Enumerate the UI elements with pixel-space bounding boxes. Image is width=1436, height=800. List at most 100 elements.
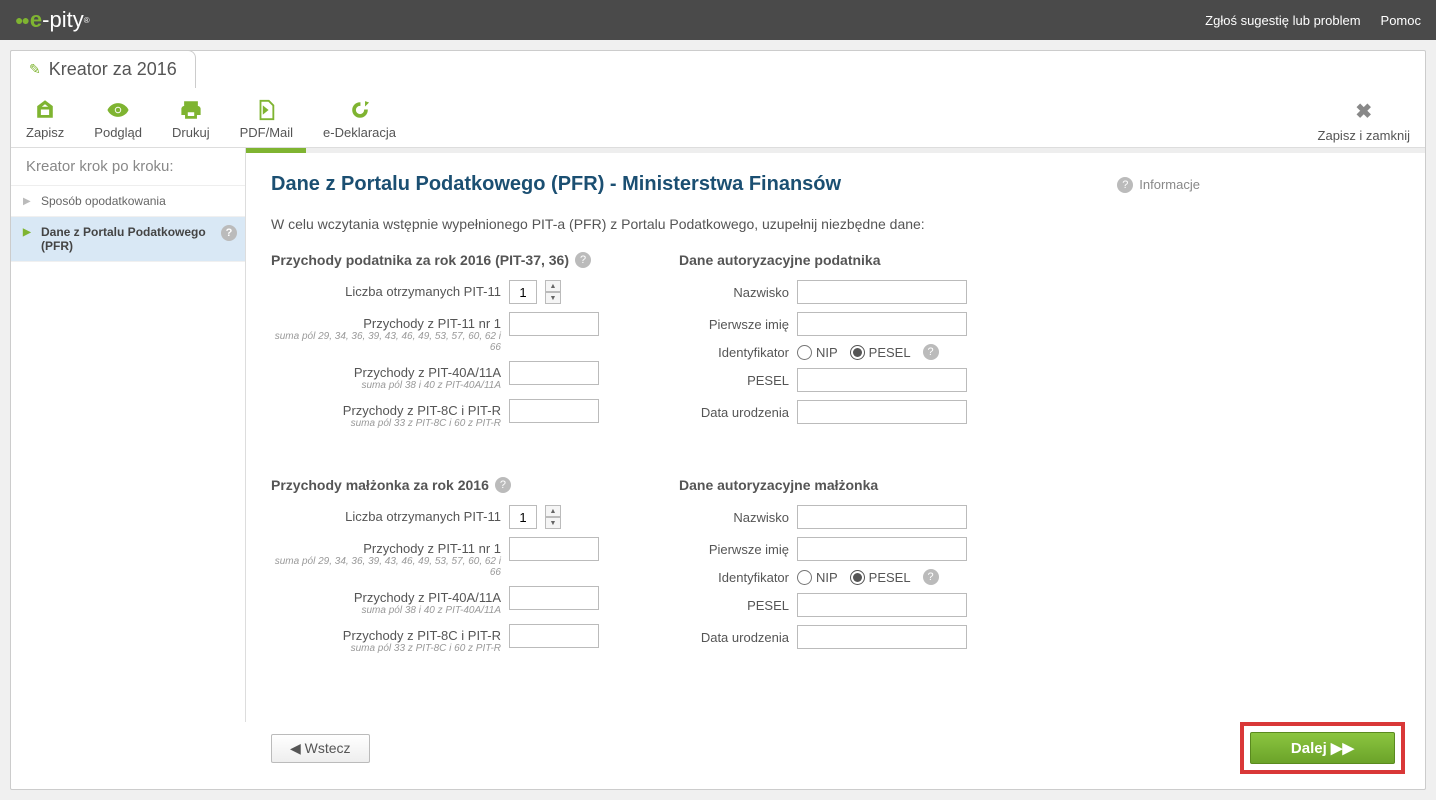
pesel-input-spouse[interactable] xyxy=(797,593,967,617)
back-button[interactable]: ◀ Wstecz xyxy=(271,734,370,763)
nip-radio-label[interactable]: NIP xyxy=(797,345,838,360)
info-label: Informacje xyxy=(1139,177,1200,192)
pit11-count-input[interactable] xyxy=(509,280,537,304)
logo-pity: -pity xyxy=(42,7,84,33)
surname-label: Nazwisko xyxy=(679,285,789,300)
edecl-label: e-Deklaracja xyxy=(323,125,396,140)
pit11-1-hint: suma pól 29, 34, 36, 39, 43, 46, 49, 53,… xyxy=(271,556,501,578)
firstname-label: Pierwsze imię xyxy=(679,317,789,332)
save-close-button[interactable]: ✖ Zapisz i zamknij xyxy=(1318,99,1410,143)
nip-radio-label[interactable]: NIP xyxy=(797,570,838,585)
sidebar-title: Kreator krok po kroku: xyxy=(11,148,245,186)
chevron-right-icon: ▶ xyxy=(23,227,31,238)
pesel-input[interactable] xyxy=(797,368,967,392)
save-close-label: Zapisz i zamknij xyxy=(1318,128,1410,143)
pit8c-hint: suma pól 33 z PIT-8C i 60 z PIT-R xyxy=(271,418,501,429)
toolbar: Zapisz Podgląd Drukuj PDF/Mail e-Deklara… xyxy=(11,91,1425,148)
taxpayer-block: Przychody podatnika za rok 2016 (PIT-37,… xyxy=(271,252,1400,437)
edecl-button[interactable]: e-Deklaracja xyxy=(323,99,396,140)
content: Dane z Portalu Podatkowego (PFR) - Minis… xyxy=(246,153,1425,722)
link-suggest-problem[interactable]: Zgłoś sugestię lub problem xyxy=(1205,13,1360,28)
sidebar-item-pfr[interactable]: ▶ Dane z Portalu Podatkowego (PFR) ? xyxy=(11,217,245,262)
birthdate-input-spouse[interactable] xyxy=(797,625,967,649)
pit40a-label: Przychody z PIT-40A/11A xyxy=(271,365,501,380)
pdf-button[interactable]: PDF/Mail xyxy=(240,99,293,140)
help-icon[interactable]: ? xyxy=(923,569,939,585)
income-taxpayer-col: Przychody podatnika za rok 2016 (PIT-37,… xyxy=(271,252,599,437)
print-button[interactable]: Drukuj xyxy=(172,99,210,140)
firstname-input-spouse[interactable] xyxy=(797,537,967,561)
save-label: Zapisz xyxy=(26,125,64,140)
spinner: ▲ ▼ xyxy=(545,505,561,529)
nip-radio[interactable] xyxy=(797,345,812,360)
sidebar-item-label: Dane z Portalu Podatkowego (PFR) xyxy=(41,225,206,253)
pit11-1-hint: suma pól 29, 34, 36, 39, 43, 46, 49, 53,… xyxy=(271,331,501,353)
income-taxpayer-heading: Przychody podatnika za rok 2016 (PIT-37,… xyxy=(271,252,599,268)
page-title-row: Dane z Portalu Podatkowego (PFR) - Minis… xyxy=(271,173,1400,196)
spinner: ▲ ▼ xyxy=(545,280,561,304)
pit8c-input[interactable] xyxy=(509,399,599,423)
pesel-field-label: PESEL xyxy=(679,598,789,613)
toolbar-left: Zapisz Podgląd Drukuj PDF/Mail e-Deklara… xyxy=(26,99,396,140)
topbar: ●● e -pity ® Zgłoś sugestię lub problem … xyxy=(0,0,1436,40)
spinner-down-button[interactable]: ▼ xyxy=(545,517,561,529)
nip-radio-spouse[interactable] xyxy=(797,570,812,585)
pit40a-hint: suma pól 38 i 40 z PIT-40A/11A xyxy=(271,380,501,391)
pit8c-hint: suma pól 33 z PIT-8C i 60 z PIT-R xyxy=(271,643,501,654)
identifier-radio-group: NIP PESEL ? xyxy=(797,569,939,585)
surname-input[interactable] xyxy=(797,280,967,304)
identifier-label: Identyfikator xyxy=(679,345,789,360)
surname-label: Nazwisko xyxy=(679,510,789,525)
pit11-1-input[interactable] xyxy=(509,312,599,336)
main-content: Dane z Portalu Podatkowego (PFR) - Minis… xyxy=(246,148,1425,722)
help-icon[interactable]: ? xyxy=(923,344,939,360)
pit40a-input-spouse[interactable] xyxy=(509,586,599,610)
help-icon[interactable]: ? xyxy=(575,252,591,268)
page-title: Dane z Portalu Podatkowego (PFR) - Minis… xyxy=(271,173,841,196)
preview-button[interactable]: Podgląd xyxy=(94,99,142,140)
help-icon[interactable]: ? xyxy=(495,477,511,493)
preview-label: Podgląd xyxy=(94,125,142,140)
next-button[interactable]: Dalej ▶▶ xyxy=(1250,732,1395,764)
auth-spouse-col: Dane autoryzacyjne małżonka Nazwisko Pie… xyxy=(679,477,967,662)
auth-taxpayer-heading: Dane autoryzacyjne podatnika xyxy=(679,252,967,268)
spinner-up-button[interactable]: ▲ xyxy=(545,505,561,517)
tab-kreator[interactable]: ✎ Kreator za 2016 xyxy=(10,50,196,88)
surname-input-spouse[interactable] xyxy=(797,505,967,529)
logo-e: e xyxy=(30,7,42,33)
birthdate-label: Data urodzenia xyxy=(679,630,789,645)
pesel-radio-label[interactable]: PESEL xyxy=(850,570,911,585)
next-button-highlight: Dalej ▶▶ xyxy=(1240,722,1405,774)
link-help[interactable]: Pomoc xyxy=(1381,13,1421,28)
main-container: ✎ Kreator za 2016 Zapisz Podgląd Drukuj … xyxy=(10,50,1426,790)
income-spouse-heading: Przychody małżonka za rok 2016 ? xyxy=(271,477,599,493)
sidebar-item-taxation[interactable]: ▶ Sposób opodatkowania xyxy=(11,186,245,217)
pit8c-label: Przychody z PIT-8C i PIT-R xyxy=(271,628,501,643)
pit11-count-input-spouse[interactable] xyxy=(509,505,537,529)
sidebar: Kreator krok po kroku: ▶ Sposób opodatko… xyxy=(11,148,246,722)
pdf-label: PDF/Mail xyxy=(240,125,293,140)
firstname-input[interactable] xyxy=(797,312,967,336)
pesel-radio[interactable] xyxy=(850,345,865,360)
help-icon[interactable]: ? xyxy=(221,225,237,241)
save-button[interactable]: Zapisz xyxy=(26,99,64,140)
income-spouse-col: Przychody małżonka za rok 2016 ? Liczba … xyxy=(271,477,599,662)
birthdate-input[interactable] xyxy=(797,400,967,424)
print-icon xyxy=(178,99,204,121)
spinner-down-button[interactable]: ▼ xyxy=(545,292,561,304)
pit40a-label: Przychody z PIT-40A/11A xyxy=(271,590,501,605)
pit8c-input-spouse[interactable] xyxy=(509,624,599,648)
auth-spouse-heading: Dane autoryzacyjne małżonka xyxy=(679,477,967,493)
spouse-block: Przychody małżonka za rok 2016 ? Liczba … xyxy=(271,477,1400,662)
pesel-radio-spouse[interactable] xyxy=(850,570,865,585)
info-link[interactable]: ? Informacje xyxy=(1117,177,1200,193)
pit40a-input[interactable] xyxy=(509,361,599,385)
top-links: Zgłoś sugestię lub problem Pomoc xyxy=(1205,13,1421,28)
spinner-up-button[interactable]: ▲ xyxy=(545,280,561,292)
pit40a-hint: suma pól 38 i 40 z PIT-40A/11A xyxy=(271,605,501,616)
sidebar-item-label: Sposób opodatkowania xyxy=(41,194,166,208)
pit11-1-input-spouse[interactable] xyxy=(509,537,599,561)
footer-buttons: ◀ Wstecz Dalej ▶▶ xyxy=(271,722,1405,774)
pesel-radio-label[interactable]: PESEL xyxy=(850,345,911,360)
pdf-icon xyxy=(253,99,279,121)
